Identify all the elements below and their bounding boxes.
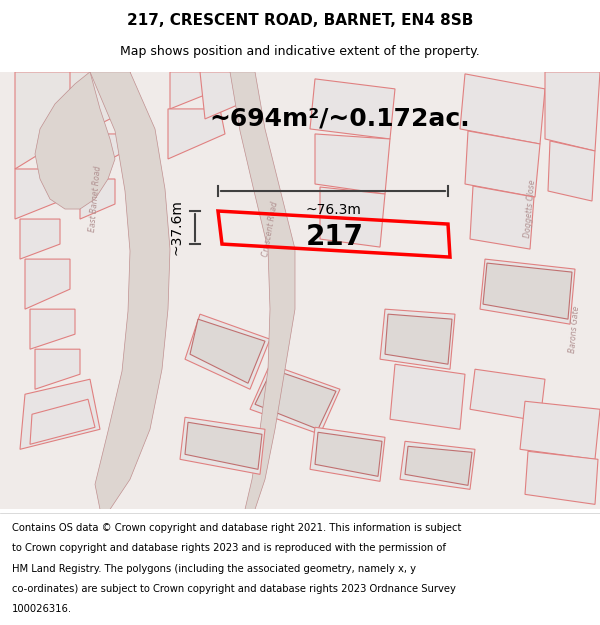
Polygon shape [470,369,545,421]
Polygon shape [30,399,95,444]
Polygon shape [35,349,80,389]
Text: 217: 217 [306,223,364,251]
Polygon shape [230,72,295,509]
Text: HM Land Registry. The polygons (including the associated geometry, namely x, y: HM Land Registry. The polygons (includin… [12,564,416,574]
Polygon shape [390,364,465,429]
Text: Doggetts Close: Doggetts Close [523,179,537,239]
Text: Barons Gate: Barons Gate [568,305,581,353]
Polygon shape [185,314,270,389]
Text: ~76.3m: ~76.3m [305,203,361,217]
Polygon shape [483,263,572,319]
Polygon shape [480,259,575,324]
Text: Contains OS data © Crown copyright and database right 2021. This information is : Contains OS data © Crown copyright and d… [12,523,461,533]
Polygon shape [20,379,100,449]
Polygon shape [30,309,75,349]
Polygon shape [35,72,115,209]
Polygon shape [310,428,385,481]
Polygon shape [545,72,600,151]
Polygon shape [400,441,475,489]
Polygon shape [15,169,65,219]
Polygon shape [90,72,170,509]
Text: ~37.6m: ~37.6m [169,199,183,256]
Text: ~694m²/~0.172ac.: ~694m²/~0.172ac. [209,107,470,131]
Polygon shape [315,432,382,476]
Polygon shape [310,79,395,139]
Polygon shape [250,364,340,434]
Polygon shape [25,259,70,309]
Polygon shape [320,187,385,247]
Polygon shape [180,418,265,474]
Text: 217, CRESCENT ROAD, BARNET, EN4 8SB: 217, CRESCENT ROAD, BARNET, EN4 8SB [127,12,473,28]
Polygon shape [200,72,240,119]
Polygon shape [168,109,225,159]
Polygon shape [470,186,534,249]
Polygon shape [385,314,452,364]
Text: Map shows position and indicative extent of the property.: Map shows position and indicative extent… [120,45,480,58]
Text: Crescent Road: Crescent Road [261,201,279,258]
Polygon shape [525,451,598,504]
Polygon shape [465,131,540,197]
Polygon shape [15,72,80,169]
Polygon shape [185,422,262,469]
Polygon shape [380,309,455,369]
Polygon shape [20,219,60,259]
Polygon shape [405,446,472,486]
Text: 100026316.: 100026316. [12,604,72,614]
Text: East Barnet Road: East Barnet Road [88,166,103,232]
Polygon shape [315,134,390,194]
Polygon shape [520,401,600,459]
Text: to Crown copyright and database rights 2023 and is reproduced with the permissio: to Crown copyright and database rights 2… [12,544,446,554]
Polygon shape [190,319,265,383]
Polygon shape [80,179,115,219]
Polygon shape [70,72,130,139]
Polygon shape [255,369,336,429]
Polygon shape [548,141,595,201]
Text: co-ordinates) are subject to Crown copyright and database rights 2023 Ordnance S: co-ordinates) are subject to Crown copyr… [12,584,456,594]
Polygon shape [170,72,220,109]
Polygon shape [75,134,120,179]
Polygon shape [460,74,545,144]
